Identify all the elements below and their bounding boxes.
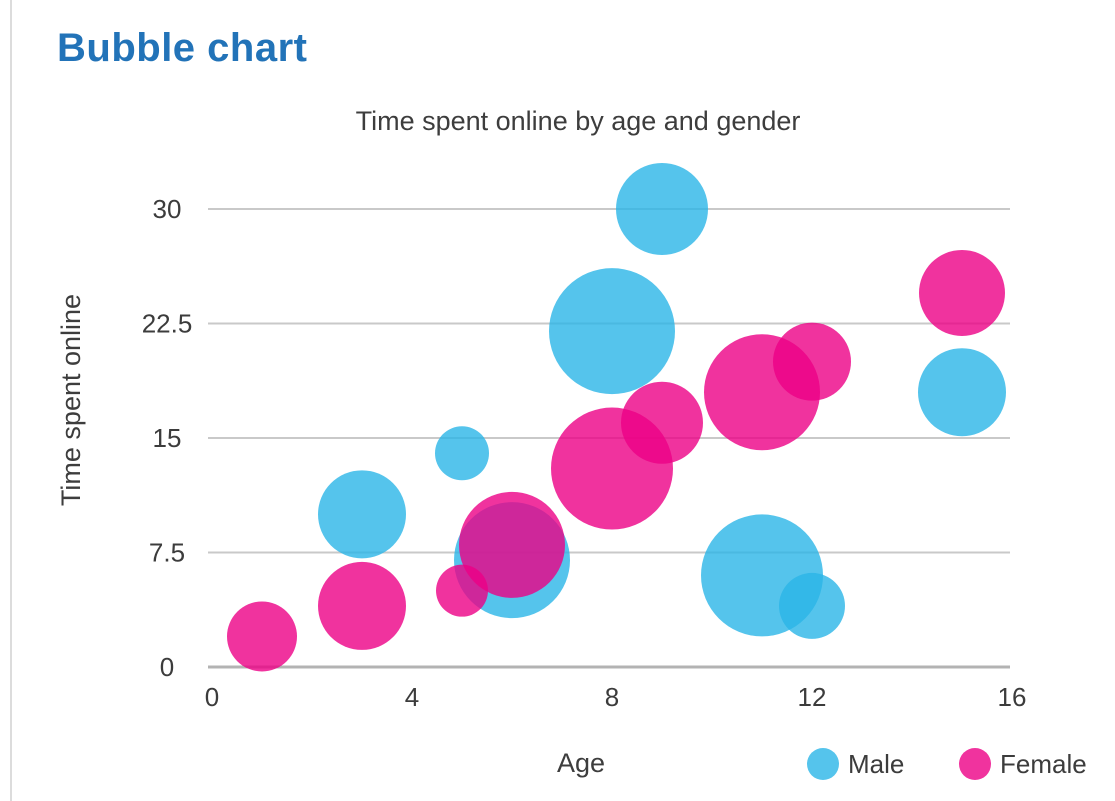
y-axis-label: Time spent online [56, 294, 86, 506]
bubble-female-age6[interactable] [459, 491, 565, 598]
x-axis-label: Age [557, 748, 605, 778]
bubble-male-age3[interactable] [318, 470, 406, 559]
bubble-female-age3[interactable] [318, 561, 406, 650]
legend-label-male[interactable]: Male [848, 749, 904, 779]
x-tick-label: 0 [205, 682, 219, 712]
bubbles-layer [227, 163, 1006, 672]
legend: Male Female [807, 748, 1087, 780]
bubble-male-age8[interactable] [549, 268, 675, 395]
page-title: Bubble chart [57, 26, 308, 70]
legend-dot-male[interactable] [807, 748, 839, 780]
x-tick-label: 12 [798, 682, 827, 712]
x-tick-label: 8 [605, 682, 619, 712]
bubble-female-age15[interactable] [919, 249, 1005, 336]
y-tick-label: 15 [153, 423, 182, 453]
legend-dot-female[interactable] [959, 748, 991, 780]
y-axis-ticks: 0 7.5 15 22.5 30 [142, 194, 193, 682]
bubble-male-age9[interactable] [616, 163, 708, 255]
legend-label-female[interactable]: Female [1000, 749, 1087, 779]
bubble-female-age9[interactable] [621, 381, 703, 464]
x-tick-label: 16 [998, 682, 1027, 712]
chart-title: Time spent online by age and gender [356, 106, 801, 136]
bubble-male-age15[interactable] [918, 348, 1006, 437]
bubble-male-age5[interactable] [435, 426, 489, 481]
y-tick-label: 0 [160, 652, 174, 682]
bubble-female-age1[interactable] [227, 601, 297, 672]
y-tick-label: 30 [153, 194, 182, 224]
bubble-male-age12[interactable] [779, 572, 845, 639]
x-tick-label: 4 [405, 682, 419, 712]
x-axis-ticks: 0 4 8 12 16 [205, 682, 1027, 712]
bubble-female-age12[interactable] [773, 322, 851, 401]
y-tick-label: 7.5 [149, 538, 185, 568]
y-tick-label: 22.5 [142, 309, 193, 339]
card-left-border [10, 0, 12, 801]
